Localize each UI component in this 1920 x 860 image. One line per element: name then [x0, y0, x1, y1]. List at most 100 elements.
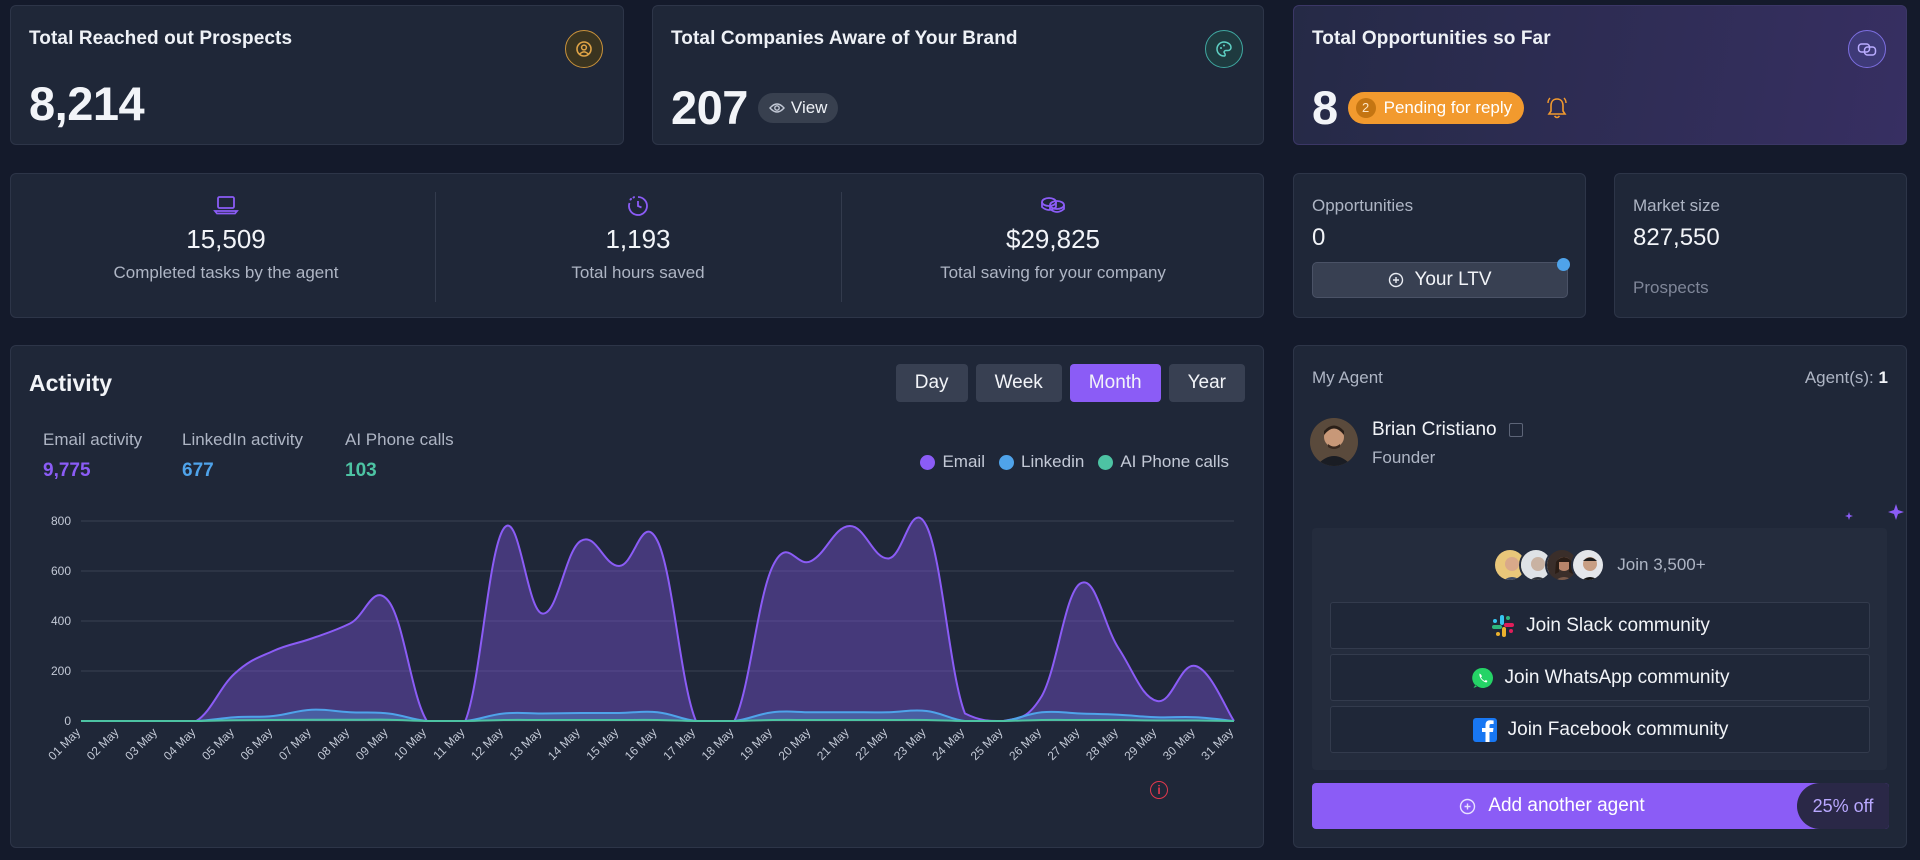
info-icon[interactable]: i [1150, 781, 1168, 799]
opportunities-value: 0 [1312, 224, 1326, 251]
legend-linkedin-label: Linkedin [1020, 452, 1085, 471]
clock-icon [626, 194, 650, 218]
linkedin-icon[interactable] [1508, 423, 1523, 437]
period-tabs: Day Week Month Year [895, 364, 1245, 402]
y-tick-label: 800 [51, 514, 71, 528]
x-tick-label: 29 May [1122, 725, 1160, 763]
metric-linkedin-value: 677 [182, 460, 214, 481]
x-tick-label: 27 May [1045, 725, 1083, 763]
x-tick-label: 20 May [776, 725, 814, 763]
x-tick-label: 19 May [737, 725, 775, 763]
avatar [1571, 548, 1606, 582]
x-tick-label: 06 May [238, 725, 276, 763]
join-facebook-button[interactable]: Join Facebook community [1330, 706, 1870, 753]
opportunities-card: Opportunities 0 Your LTV [1293, 173, 1586, 318]
stat-hours-value: 1,193 [605, 224, 671, 254]
y-tick-label: 0 [64, 714, 71, 728]
stat-hours: 1,193 Total hours saved [435, 174, 841, 317]
legend-email-label: Email [942, 452, 985, 471]
view-button[interactable]: View [757, 92, 839, 123]
opportunities-value-row: 8 2 Pending for reply [1312, 80, 1568, 135]
agent-name-row: Brian Cristiano [1372, 419, 1523, 441]
y-tick-label: 200 [51, 664, 71, 678]
x-tick-label: 31 May [1198, 725, 1236, 763]
join-count: Join 3,500+ [1617, 555, 1706, 574]
legend-phone[interactable]: AI Phone calls [1098, 452, 1229, 472]
stat-tasks-value: 15,509 [186, 224, 266, 254]
x-tick-label: 21 May [814, 725, 852, 763]
stats-card: 15,509 Completed tasks by the agent 1,19… [10, 173, 1264, 318]
pending-badge[interactable]: 2 Pending for reply [1347, 91, 1525, 124]
stat-savings-value: $29,825 [1006, 224, 1100, 254]
add-agent-button[interactable]: Add another agent 25% off [1312, 783, 1889, 829]
x-tick-label: 13 May [507, 725, 545, 763]
stat-savings: $29,825 Total saving for your company [841, 174, 1265, 317]
x-tick-label: 23 May [891, 725, 929, 763]
legend-phone-label: AI Phone calls [1120, 452, 1229, 471]
whatsapp-icon [1471, 667, 1493, 688]
activity-chart: 0 200 400 600 800 01 May 02 May 03 May 04 May 05 … [45, 514, 1236, 763]
facebook-icon [1472, 717, 1497, 742]
metric-email-label: Email activity [43, 430, 143, 449]
legend-linkedin[interactable]: Linkedin [998, 452, 1085, 472]
add-agent-content: Add another agent [1312, 795, 1792, 817]
agent-count-value: 1 [1878, 368, 1888, 387]
laptop-icon [213, 194, 239, 218]
member-avatars [1493, 548, 1606, 582]
view-label: View [790, 97, 828, 117]
prospects-value: 8,214 [29, 77, 145, 130]
x-tick-label: 09 May [353, 725, 391, 763]
my-agent-label: My Agent [1312, 368, 1383, 387]
discount-badge: 25% off [1797, 783, 1889, 829]
series-area-linkedin [81, 709, 1234, 721]
your-ltv-button[interactable]: Your LTV [1312, 262, 1568, 298]
agent-role: Founder [1372, 448, 1436, 467]
pending-label: Pending for reply [1383, 97, 1513, 117]
user-circle-icon [565, 30, 603, 68]
chat-bubbles-icon [1848, 30, 1886, 68]
opportunities-summary-card: Total Opportunities so Far 8 2 Pending f… [1293, 5, 1907, 145]
series-area-email [81, 517, 1234, 721]
metric-phone-value: 103 [345, 460, 377, 481]
stat-tasks: 15,509 Completed tasks by the agent [11, 174, 441, 317]
palette-icon [1205, 30, 1243, 68]
market-size-label: Market size [1633, 196, 1720, 215]
activity-title: Activity [29, 370, 113, 396]
community-panel: Join 3,500+ Join Slack community Join Wh… [1312, 528, 1887, 770]
x-tick-label: 11 May [430, 725, 467, 762]
notification-dot [1557, 258, 1570, 271]
series-line-email [81, 516, 1235, 723]
series-line-ai-phone-calls [81, 718, 1235, 722]
avatar[interactable] [1310, 418, 1358, 466]
bell-icon[interactable] [1546, 96, 1568, 120]
eye-icon [768, 102, 785, 113]
agent-count: Agent(s): 1 [1805, 368, 1888, 388]
stat-divider [435, 192, 436, 302]
x-tick-label: 01 May [45, 725, 83, 763]
metric-phone: AI Phone calls 103 [345, 430, 454, 482]
prospects-card: Total Reached out Prospects 8,214 [10, 5, 624, 145]
x-tick-label: 28 May [1083, 725, 1121, 763]
join-whatsapp-button[interactable]: Join WhatsApp community [1330, 654, 1870, 701]
x-tick-label: 26 May [1006, 725, 1044, 763]
y-tick-label: 600 [51, 564, 71, 578]
legend-email[interactable]: Email [920, 452, 985, 472]
x-tick-label: 30 May [1160, 725, 1198, 763]
slack-icon [1492, 614, 1515, 637]
companies-value-row: 207 View [671, 80, 839, 135]
chart-legend: Email Linkedin AI Phone calls [920, 452, 1229, 472]
join-slack-button[interactable]: Join Slack community [1330, 602, 1870, 649]
tab-year[interactable]: Year [1168, 364, 1245, 402]
x-tick-label: 18 May [699, 725, 737, 763]
tab-day[interactable]: Day [895, 364, 968, 402]
opportunities-label: Opportunities [1312, 196, 1414, 215]
x-tick-label: 12 May [468, 725, 506, 763]
market-size-value: 827,550 [1633, 224, 1720, 251]
x-tick-label: 04 May [161, 725, 199, 763]
x-tick-label: 22 May [852, 725, 890, 763]
metric-email: Email activity 9,775 [43, 430, 142, 482]
stat-tasks-label: Completed tasks by the agent [113, 263, 339, 282]
tab-month[interactable]: Month [1069, 364, 1161, 402]
tab-week[interactable]: Week [975, 364, 1062, 402]
x-tick-label: 17 May [660, 725, 698, 763]
